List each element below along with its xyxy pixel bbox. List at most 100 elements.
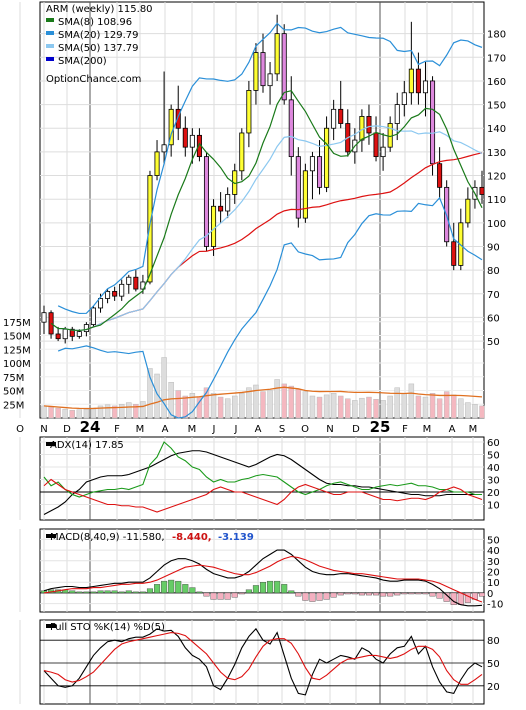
volume-bar <box>111 405 118 419</box>
macd-histogram-bar <box>316 592 323 601</box>
volume-bar <box>472 404 478 419</box>
price-tick-label: 150 <box>487 101 506 112</box>
volume-bar <box>422 396 429 419</box>
sto-k-line <box>43 627 483 696</box>
price-tick-label: 50 <box>487 337 500 348</box>
candle-body <box>394 104 400 124</box>
candle-body <box>458 222 464 266</box>
macd-legend-value: -8.440, <box>172 532 212 543</box>
x-axis-tick-label: J <box>212 424 216 435</box>
candle-body <box>380 146 386 158</box>
adx-panel <box>39 436 485 521</box>
candle-body <box>246 90 252 134</box>
candle-body <box>302 170 308 219</box>
macd-histogram-bar <box>337 592 344 596</box>
candle-body <box>437 163 443 188</box>
legend-swatch <box>46 534 56 538</box>
x-axis-tick-label: A <box>162 424 169 435</box>
volume-bar <box>41 405 47 419</box>
candle-body <box>112 291 118 297</box>
macd-histogram-bar <box>189 587 196 594</box>
sto-tick-label: 80 <box>487 636 500 647</box>
candle-body <box>324 127 330 188</box>
volume-bar <box>104 404 111 419</box>
adx-tick-label: 10 <box>487 501 500 512</box>
volume-bar <box>147 368 153 419</box>
volume-bar <box>380 400 386 419</box>
volume-bar <box>408 383 415 419</box>
macd-histogram-bar <box>118 591 125 594</box>
macd-histogram-bar <box>125 590 132 594</box>
adx-tick-label: 30 <box>487 476 500 487</box>
macd-histogram-bar <box>217 592 224 600</box>
legend-entry: ARM (weekly) 115.80 <box>46 4 153 15</box>
price-tick-label: 160 <box>487 77 506 88</box>
candle-body <box>422 80 429 94</box>
adx-tick-label: 50 <box>487 451 500 462</box>
bollinger-lower-line <box>57 196 483 419</box>
volume-bar <box>126 402 132 419</box>
macd-histogram-bar <box>259 582 267 594</box>
volume-bar <box>337 395 344 419</box>
sma20-line <box>58 125 483 332</box>
candle-body <box>90 307 96 325</box>
x-axis-tick-label: S <box>279 424 285 435</box>
x-axis-tick-label: A <box>255 424 262 435</box>
volume-bar <box>246 387 252 419</box>
candle-body <box>451 241 457 266</box>
macd-histogram-bar <box>196 591 203 594</box>
volume-bar <box>458 398 464 419</box>
volume-bar <box>316 396 323 419</box>
candle-body <box>76 331 82 337</box>
candle-body <box>430 80 436 165</box>
x-axis-tick-label: O <box>301 424 309 435</box>
volume-tick-label: 50M <box>3 387 24 398</box>
volume-bar <box>168 382 174 419</box>
candle-body <box>288 99 294 158</box>
volume-tick-label: 125M <box>3 345 31 356</box>
macd-histogram-bar <box>436 592 443 599</box>
candle-body <box>415 68 421 94</box>
volume-bar <box>394 387 400 419</box>
volume-bar <box>161 357 167 419</box>
macd-histogram-bar <box>146 588 153 594</box>
macd-tick-label: -10 <box>487 600 503 611</box>
candle-body <box>295 156 301 219</box>
macd-histogram-bar <box>344 592 351 595</box>
macd-histogram-bar <box>351 592 358 595</box>
macd-histogram-bar <box>358 592 365 596</box>
macd-histogram-bar <box>252 585 259 594</box>
legend-swatch <box>46 57 54 61</box>
macd-histogram-bar <box>394 592 401 596</box>
price-tick-label: 100 <box>487 219 506 230</box>
volume-bar <box>465 402 471 419</box>
legend-entry: SMA(20) 129.79 <box>58 30 139 41</box>
macd-histogram-bar <box>154 584 161 594</box>
volume-bar <box>175 390 181 419</box>
volume-bar <box>451 394 457 419</box>
macd-histogram-bar <box>175 580 182 594</box>
candle-body <box>309 156 315 172</box>
macd-histogram-bar <box>69 590 76 594</box>
legend-entry: SMA(8) 108.96 <box>58 17 132 28</box>
x-axis-tick-label: N <box>326 424 333 435</box>
volume-bar <box>154 373 160 419</box>
volume-bar <box>295 389 302 419</box>
volume-tick-label: 150M <box>3 332 31 343</box>
volume-ma-line <box>43 386 483 410</box>
macd-histogram-bar <box>97 590 104 594</box>
candle-body <box>182 127 188 148</box>
macd-histogram-bar <box>104 590 111 594</box>
macd-histogram-bar <box>365 592 372 596</box>
candle-body <box>260 52 266 87</box>
x-axis-tick-label: M <box>136 424 145 435</box>
volume-bar <box>224 398 231 419</box>
price-tick-label: 120 <box>487 172 506 183</box>
volume-bar <box>429 393 436 419</box>
sto-panel <box>39 619 485 705</box>
volume-bar <box>239 393 245 419</box>
volume-bar <box>387 395 393 419</box>
volume-bar <box>373 399 379 419</box>
price-tick-label: 170 <box>487 53 506 64</box>
